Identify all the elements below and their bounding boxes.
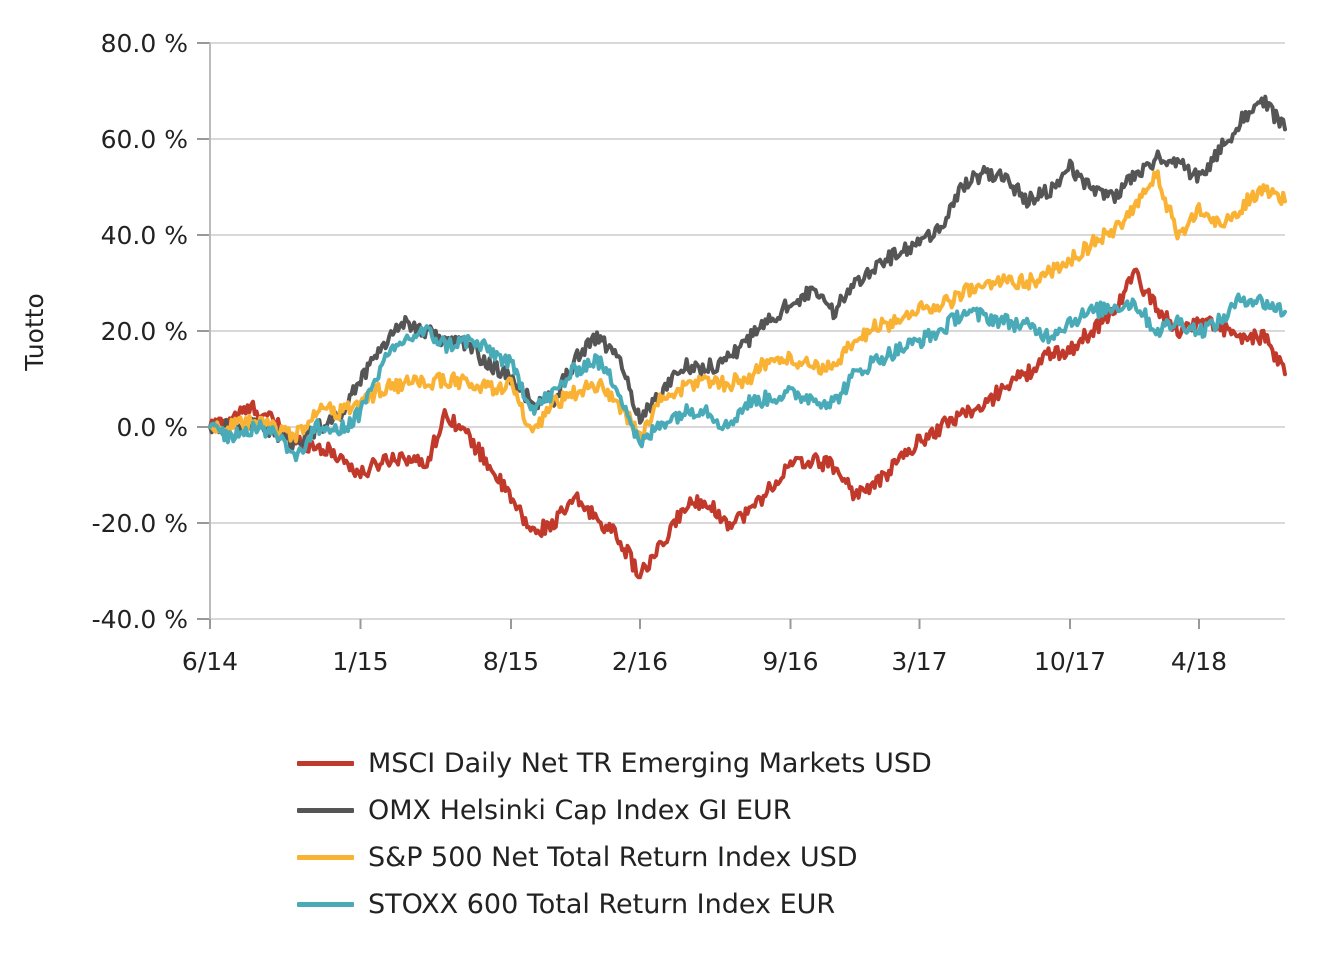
y-tick-label: 20.0 %	[101, 317, 188, 346]
gridlines	[210, 42, 1285, 620]
y-axis-title: Tuotto	[20, 293, 49, 372]
y-tick-label: 60.0 %	[101, 125, 188, 154]
x-tick-label: 9/16	[762, 647, 818, 676]
series-line	[208, 94, 1287, 452]
legend-item: STOXX 600 Total Return Index EUR	[297, 881, 932, 928]
axes	[197, 42, 1200, 629]
legend-label: MSCI Daily Net TR Emerging Markets USD	[368, 748, 932, 779]
series-line	[208, 267, 1287, 580]
legend-label: S&P 500 Net Total Return Index USD	[368, 842, 858, 873]
x-tick-label: 2/16	[612, 647, 668, 676]
legend-item: OMX Helsinki Cap Index GI EUR	[297, 787, 932, 834]
y-tick-label: 80.0 %	[101, 29, 188, 58]
legend-swatch	[297, 808, 354, 813]
legend: MSCI Daily Net TR Emerging Markets USD OM…	[297, 740, 932, 928]
x-tick-labels: 6/14 1/15 8/15 2/16 9/16 3/17 10/17 4/18	[182, 647, 1227, 676]
legend-swatch	[297, 761, 354, 766]
x-tick-label: 4/18	[1171, 647, 1227, 676]
series-lines	[208, 94, 1287, 580]
y-tick-label: -40.0 %	[92, 605, 188, 634]
x-tick-label: 3/17	[891, 647, 947, 676]
series-line	[208, 169, 1287, 444]
y-tick-label: 40.0 %	[101, 221, 188, 250]
x-tick-label: 1/15	[332, 647, 388, 676]
legend-label: STOXX 600 Total Return Index EUR	[368, 889, 836, 920]
series-line	[208, 292, 1287, 463]
x-tick-label: 8/15	[483, 647, 539, 676]
legend-item: MSCI Daily Net TR Emerging Markets USD	[297, 740, 932, 787]
y-tick-label: -20.0 %	[92, 509, 188, 538]
legend-item: S&P 500 Net Total Return Index USD	[297, 834, 932, 881]
x-tick-label: 10/17	[1034, 647, 1106, 676]
y-tick-label: 0.0 %	[117, 413, 188, 442]
y-tick-labels: 80.0 % 60.0 % 40.0 % 20.0 % 0.0 % -20.0 % -40.…	[92, 29, 188, 634]
legend-swatch	[297, 902, 354, 907]
legend-label: OMX Helsinki Cap Index GI EUR	[368, 795, 792, 826]
legend-swatch	[297, 855, 354, 860]
x-tick-label: 6/14	[182, 647, 238, 676]
